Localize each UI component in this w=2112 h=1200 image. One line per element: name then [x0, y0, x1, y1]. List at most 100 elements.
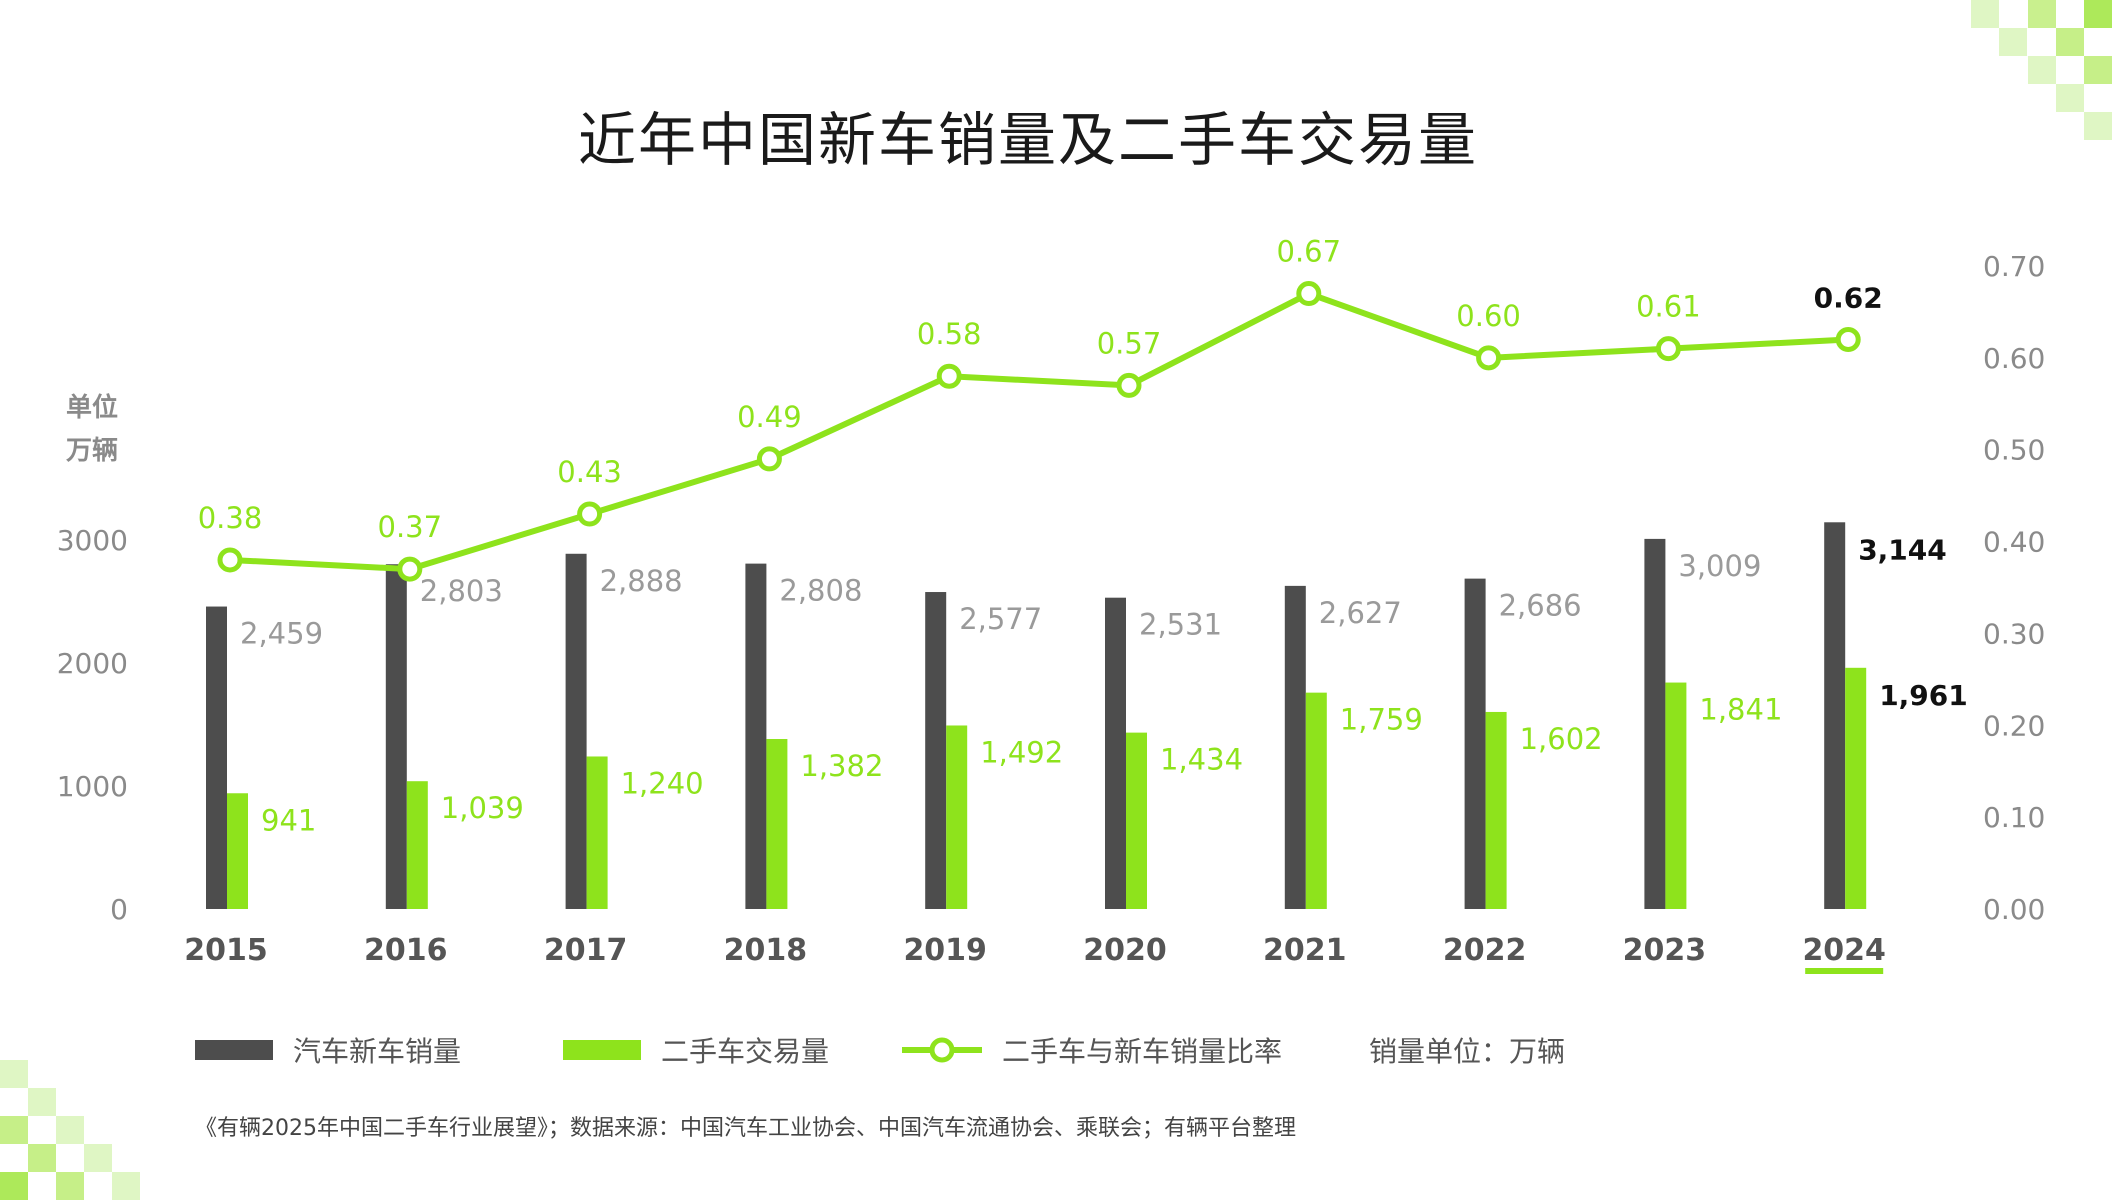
left-axis-tick: 2000: [57, 647, 128, 680]
ratio-point: [1116, 372, 1142, 398]
source-footnote: 《有辆2025年中国二手车行业展望》；数据来源：中国汽车工业协会、中国汽车流通协…: [195, 1116, 1296, 1141]
checker-square: [56, 1116, 84, 1144]
ratio-point: [1296, 281, 1322, 307]
bar-used-car: [766, 739, 788, 909]
right-axis-tick: 0.40: [1983, 526, 2045, 559]
label-new-car: 2,459: [240, 617, 323, 651]
ratio-label: 0.61: [1636, 290, 1701, 324]
legend-new-car: 汽车新车销量: [195, 1030, 461, 1070]
checker-square: [2084, 112, 2112, 140]
bar-new-car: [745, 563, 767, 909]
ratio-label: 0.60: [1456, 299, 1521, 333]
label-used-car: 1,602: [1520, 722, 1603, 756]
ratio-point: [217, 547, 243, 573]
label-new-car: 3,009: [1678, 549, 1761, 583]
checker-square: [2028, 0, 2056, 28]
label-new-car: 2,686: [1499, 589, 1582, 623]
checker-square: [1971, 0, 1999, 28]
x-axis-tick: 2017: [544, 933, 628, 968]
checker-square: [0, 1172, 28, 1200]
bar-used-car: [946, 725, 968, 909]
bar-used-car: [1305, 692, 1327, 909]
right-axis-tick: 0.50: [1983, 434, 2045, 467]
bar-used-car: [406, 781, 428, 909]
bar-new-car: [206, 606, 227, 909]
chart-area: 近年中国新车销量及二手车交易量 单位 万辆 0 1000 2000 3000 0.00 0…: [57, 106, 2045, 974]
legend-label-ratio: 二手车与新车销量比率: [1002, 1035, 1283, 1068]
left-axis-tick: 3000: [57, 524, 128, 557]
label-new-car: 2,577: [959, 602, 1042, 636]
legend-ratio: 二手车与新车销量比率: [902, 1030, 1282, 1070]
bar-used-car: [1126, 732, 1147, 909]
label-used-car: 1,961: [1879, 679, 1968, 712]
ratio-label: 0.62: [1814, 281, 1883, 314]
ratio-label: 0.38: [198, 501, 263, 535]
x-axis-tick: 2022: [1443, 933, 1527, 968]
ratio-point: [1476, 345, 1502, 371]
checker-square: [0, 1116, 28, 1144]
checker-square: [28, 1144, 56, 1172]
label-new-car: 2,531: [1139, 608, 1222, 642]
bar-new-car: [565, 553, 587, 909]
legend-label-new-car: 汽车新车销量: [293, 1035, 462, 1068]
legend-used-car: 二手车交易量: [563, 1030, 829, 1070]
legend-swatch-new-car: [195, 1040, 273, 1060]
legend-unit-note: 销量单位：万辆: [1369, 1035, 1566, 1068]
ratio-label: 0.57: [1097, 326, 1162, 360]
left-axis-tick: 0: [110, 893, 128, 926]
left-axis-tick: 1000: [57, 770, 128, 803]
label-used-car: 1,434: [1160, 743, 1243, 777]
x-axis-tick: 2024: [1802, 933, 1886, 968]
checker-square: [2084, 56, 2112, 84]
unit-label-line1: 单位: [66, 392, 118, 423]
label-new-car: 2,627: [1319, 596, 1402, 630]
label-used-car: 1,039: [441, 791, 524, 825]
label-used-car: 941: [261, 803, 316, 837]
bar-new-car: [385, 564, 407, 909]
checker-square: [84, 1144, 112, 1172]
checker-square: [2056, 84, 2084, 112]
bar-new-car: [1644, 538, 1666, 909]
ratio-point: [577, 501, 603, 527]
ratio-point: [1835, 326, 1861, 352]
bar-used-car: [227, 793, 248, 909]
right-axis-tick: 0.60: [1983, 342, 2045, 375]
checker-square: [0, 1060, 28, 1088]
x-axis-tick: 2023: [1623, 933, 1707, 968]
label-used-car: 1,240: [621, 766, 704, 800]
checker-square: [2028, 56, 2056, 84]
checker-square: [2084, 0, 2112, 28]
ratio-point: [756, 446, 782, 472]
bar-used-car: [1845, 667, 1867, 909]
x-axis-tick: 2019: [903, 933, 987, 968]
bar-new-car: [925, 592, 947, 909]
label-new-car: 2,888: [600, 564, 683, 598]
legend-label-used-car: 二手车交易量: [661, 1035, 830, 1068]
ratio-label: 0.67: [1277, 235, 1342, 269]
checker-square: [2056, 28, 2084, 56]
x-axis-tick: 2021: [1263, 933, 1347, 968]
bar-new-car: [1464, 578, 1486, 909]
x-axis-tick: 2020: [1083, 933, 1167, 968]
label-used-car: 1,759: [1340, 703, 1423, 737]
right-axis-tick: 0.00: [1983, 893, 2045, 926]
label-used-car: 1,841: [1699, 693, 1782, 727]
checker-square: [56, 1172, 84, 1200]
legend-line-marker-icon: [902, 1037, 982, 1063]
bar-new-car: [1284, 585, 1306, 909]
bar-used-car: [1485, 711, 1507, 909]
label-new-car: 3,144: [1858, 533, 1947, 566]
legend-swatch-used-car: [563, 1040, 641, 1060]
ratio-point: [397, 556, 423, 582]
right-axis-tick: 0.70: [1983, 250, 2045, 283]
label-used-car: 1,492: [980, 735, 1063, 769]
ratio-point: [936, 363, 962, 389]
checker-square: [112, 1172, 140, 1200]
chart-title: 近年中国新车销量及二手车交易量: [578, 106, 1478, 174]
ratio-label: 0.37: [378, 510, 443, 544]
ratio-line: [229, 290, 1849, 573]
checker-square: [1999, 28, 2027, 56]
right-axis-tick: 0.30: [1983, 617, 2045, 650]
ratio-label: 0.58: [917, 317, 982, 351]
unit-label-line2: 万辆: [66, 436, 118, 466]
